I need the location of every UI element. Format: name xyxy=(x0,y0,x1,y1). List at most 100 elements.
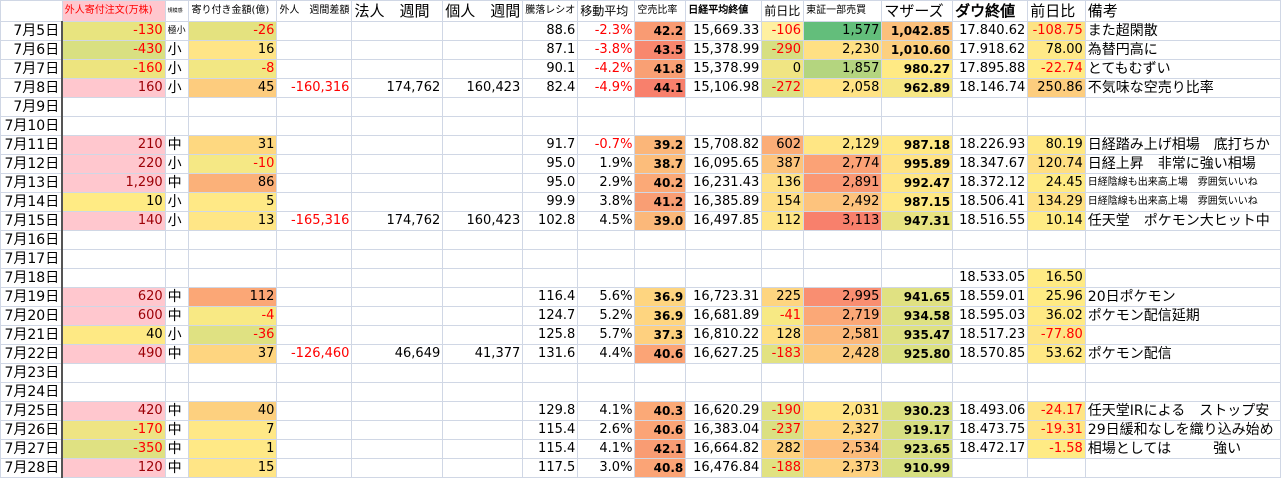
notes-cell[interactable] xyxy=(1084,97,1281,117)
nikkei-change-cell[interactable]: 602 xyxy=(761,135,805,155)
short-ratio-cell[interactable]: 40.6 xyxy=(634,344,687,364)
dow-close-cell[interactable]: 18.347.67 xyxy=(952,154,1029,174)
moving-average-cell[interactable]: 4.4% xyxy=(577,344,636,364)
mothers-cell[interactable]: 962.89 xyxy=(881,78,954,98)
header-individual-weekly[interactable]: 個人 週間 xyxy=(442,0,524,22)
foreign-open-orders-cell[interactable]: 120 xyxy=(61,458,166,478)
header-notes[interactable]: 備考 xyxy=(1084,0,1281,22)
date-cell[interactable]: 7月14日 xyxy=(0,192,64,212)
dow-change-cell[interactable]: 134.29 xyxy=(1027,192,1086,212)
notes-cell[interactable]: 日経陰線も出来高上場 雰囲気いいね xyxy=(1084,192,1281,212)
size-cell[interactable]: 中 xyxy=(164,344,190,364)
short-ratio-cell[interactable] xyxy=(634,230,687,250)
notes-cell[interactable] xyxy=(1084,268,1281,288)
size-cell[interactable] xyxy=(164,116,190,136)
size-cell[interactable]: 小 xyxy=(164,40,190,60)
individual-weekly-cell[interactable] xyxy=(442,306,524,326)
short-ratio-cell[interactable]: 40.8 xyxy=(634,458,687,478)
foreign-weekly-cell[interactable]: -160,316 xyxy=(276,78,353,98)
foreign-open-orders-cell[interactable] xyxy=(61,363,166,383)
size-cell[interactable]: 中 xyxy=(164,135,190,155)
foreign-weekly-cell[interactable] xyxy=(276,439,353,459)
date-cell[interactable]: 7月5日 xyxy=(0,21,64,41)
corporate-weekly-cell[interactable] xyxy=(351,116,444,136)
size-cell[interactable]: 小 xyxy=(164,59,190,79)
moving-average-cell[interactable]: 3.8% xyxy=(577,192,636,212)
nikkei-close-cell[interactable] xyxy=(685,382,763,402)
size-cell[interactable]: 中 xyxy=(164,458,190,478)
corporate-weekly-cell[interactable] xyxy=(351,439,444,459)
tse-volume-cell[interactable] xyxy=(803,116,883,136)
mothers-cell[interactable]: 992.47 xyxy=(881,173,954,193)
corporate-weekly-cell[interactable] xyxy=(351,401,444,421)
notes-cell[interactable] xyxy=(1084,382,1281,402)
header-foreign-open-orders[interactable]: 外人寄付注文(万株) xyxy=(61,0,166,22)
notes-cell[interactable]: また超閑散 xyxy=(1084,21,1281,41)
corporate-weekly-cell[interactable] xyxy=(351,249,444,269)
moving-average-cell[interactable] xyxy=(577,268,636,288)
nikkei-close-cell[interactable]: 16,385.89 xyxy=(685,192,763,212)
corporate-weekly-cell[interactable] xyxy=(351,382,444,402)
dow-close-cell[interactable]: 18.595.03 xyxy=(952,306,1029,326)
open-amount-cell[interactable]: 1 xyxy=(188,439,278,459)
nikkei-close-cell[interactable]: 16,231.43 xyxy=(685,173,763,193)
individual-weekly-cell[interactable] xyxy=(442,173,524,193)
mothers-cell[interactable] xyxy=(881,97,954,117)
open-amount-cell[interactable]: -26 xyxy=(188,21,278,41)
tse-volume-cell[interactable]: 1,577 xyxy=(803,21,883,41)
nikkei-change-cell[interactable]: 112 xyxy=(761,211,805,231)
foreign-weekly-cell[interactable] xyxy=(276,249,353,269)
size-cell[interactable]: 小 xyxy=(164,325,190,345)
short-ratio-cell[interactable] xyxy=(634,268,687,288)
size-cell[interactable]: 中 xyxy=(164,306,190,326)
moving-average-cell[interactable]: -3.8% xyxy=(577,40,636,60)
date-cell[interactable]: 7月9日 xyxy=(0,97,64,117)
mothers-cell[interactable]: 910.99 xyxy=(881,458,954,478)
individual-weekly-cell[interactable] xyxy=(442,439,524,459)
date-cell[interactable]: 7月8日 xyxy=(0,78,64,98)
individual-weekly-cell[interactable] xyxy=(442,59,524,79)
short-ratio-cell[interactable] xyxy=(634,363,687,383)
corporate-weekly-cell[interactable] xyxy=(351,21,444,41)
notes-cell[interactable]: とてもむずい xyxy=(1084,59,1281,79)
corporate-weekly-cell[interactable] xyxy=(351,458,444,478)
dow-change-cell[interactable]: -19.31 xyxy=(1027,420,1086,440)
size-cell[interactable]: 小 xyxy=(164,211,190,231)
tse-volume-cell[interactable] xyxy=(803,97,883,117)
nikkei-change-cell[interactable]: -188 xyxy=(761,458,805,478)
moving-average-cell[interactable]: -4.2% xyxy=(577,59,636,79)
foreign-open-orders-cell[interactable]: 1,290 xyxy=(61,173,166,193)
open-amount-cell[interactable]: 13 xyxy=(188,211,278,231)
nikkei-change-cell[interactable]: -41 xyxy=(761,306,805,326)
foreign-open-orders-cell[interactable]: -170 xyxy=(61,420,166,440)
foreign-weekly-cell[interactable] xyxy=(276,420,353,440)
open-amount-cell[interactable]: -8 xyxy=(188,59,278,79)
individual-weekly-cell[interactable] xyxy=(442,382,524,402)
moving-average-cell[interactable]: -0.7% xyxy=(577,135,636,155)
tse-volume-cell[interactable]: 2,719 xyxy=(803,306,883,326)
tse-volume-cell[interactable] xyxy=(803,230,883,250)
open-amount-cell[interactable] xyxy=(188,363,278,383)
nikkei-change-cell[interactable]: 154 xyxy=(761,192,805,212)
dow-close-cell[interactable] xyxy=(952,458,1029,478)
mothers-cell[interactable]: 947.31 xyxy=(881,211,954,231)
dow-change-cell[interactable]: 250.86 xyxy=(1027,78,1086,98)
nikkei-change-cell[interactable] xyxy=(761,268,805,288)
foreign-open-orders-cell[interactable] xyxy=(61,97,166,117)
nikkei-change-cell[interactable]: 225 xyxy=(761,287,805,307)
date-cell[interactable]: 7月17日 xyxy=(0,249,64,269)
size-cell[interactable]: 極小 xyxy=(164,21,190,41)
tse-volume-cell[interactable]: 2,230 xyxy=(803,40,883,60)
short-ratio-cell[interactable]: 40.2 xyxy=(634,173,687,193)
mothers-cell[interactable]: 980.27 xyxy=(881,59,954,79)
short-ratio-cell[interactable]: 37.3 xyxy=(634,325,687,345)
header-nikkei-change[interactable]: 前日比 xyxy=(761,0,805,22)
mothers-cell[interactable]: 987.18 xyxy=(881,135,954,155)
notes-cell[interactable] xyxy=(1084,116,1281,136)
foreign-open-orders-cell[interactable]: 40 xyxy=(61,325,166,345)
foreign-weekly-cell[interactable] xyxy=(276,230,353,250)
moving-average-cell[interactable]: 4.1% xyxy=(577,401,636,421)
notes-cell[interactable]: 任天堂IRによる ストップ安 xyxy=(1084,401,1281,421)
short-ratio-cell[interactable]: 36.9 xyxy=(634,306,687,326)
dow-change-cell[interactable]: 25.96 xyxy=(1027,287,1086,307)
